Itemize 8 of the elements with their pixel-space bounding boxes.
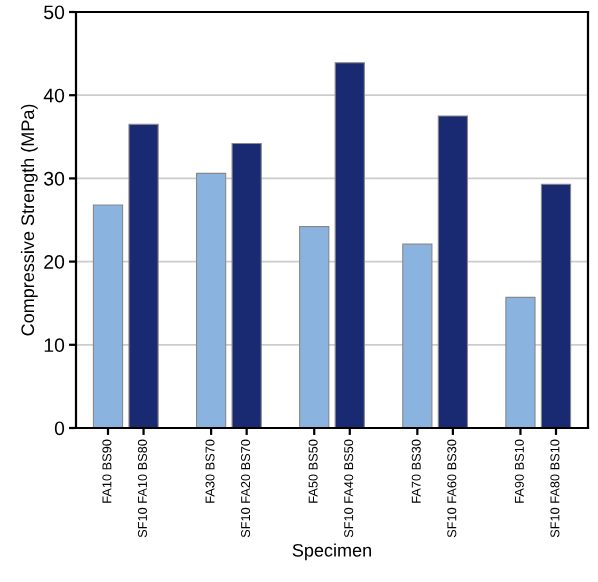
y-axis-title: Compressive Strength (MPa) bbox=[20, 104, 38, 336]
y-tick-label: 40 bbox=[43, 88, 65, 103]
y-tick-label: 20 bbox=[44, 255, 65, 269]
y-tick-label: 30 bbox=[44, 171, 65, 186]
y-tick-label: 10 bbox=[44, 338, 65, 353]
y-tick-label: 0 bbox=[54, 421, 65, 436]
y-tick-label: 50 bbox=[44, 5, 65, 20]
x-axis-title: Specimen bbox=[292, 543, 371, 561]
